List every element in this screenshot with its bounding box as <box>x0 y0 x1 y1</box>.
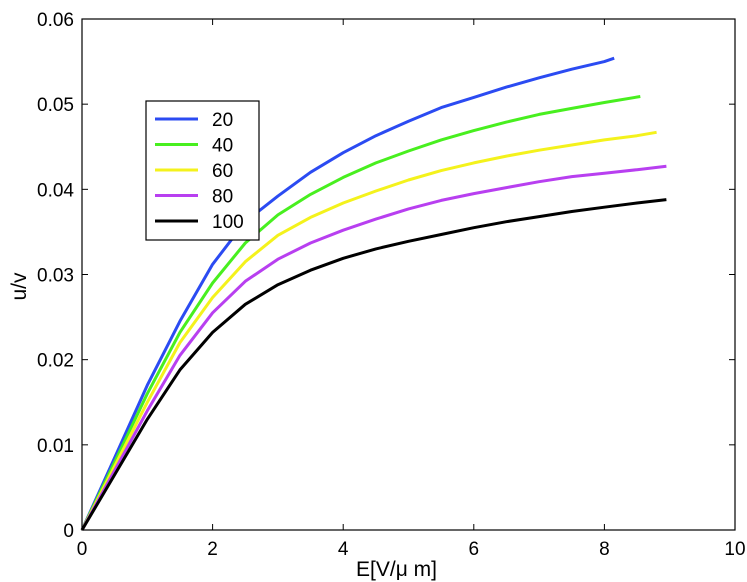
legend-label-80: 80 <box>212 187 233 208</box>
y-tick-label: 0.02 <box>37 351 74 372</box>
series-layer <box>80 56 667 531</box>
y-tick-label: 0.04 <box>37 180 74 201</box>
legend-label-40: 40 <box>212 136 233 157</box>
x-tick-label: 8 <box>599 539 610 560</box>
legend-label-60: 60 <box>212 161 233 182</box>
y-tick-label: 0.05 <box>37 95 74 116</box>
series-line-40 <box>80 95 641 531</box>
legend-label-20: 20 <box>212 110 233 131</box>
y-axis: 0 0.01 0.02 0.03 0.04 0.05 0.06 <box>37 10 735 542</box>
series-line-100 <box>80 198 667 531</box>
x-tick-label: 2 <box>207 539 218 560</box>
legend-label-100: 100 <box>212 212 244 233</box>
legend: 20 40 60 80 100 <box>145 100 260 241</box>
x-tick-label: 0 <box>77 539 88 560</box>
x-axis-label: E[V/μ m] <box>356 558 437 581</box>
y-tick-label: 0.06 <box>37 10 74 31</box>
x-axis: 0 2 4 6 8 10 <box>77 19 746 560</box>
series-line-20 <box>80 56 615 531</box>
y-tick-label: 0 <box>63 521 74 542</box>
y-axis-label: u/v <box>8 272 31 301</box>
x-tick-label: 6 <box>469 539 480 560</box>
x-tick-label: 10 <box>724 539 745 560</box>
series-line-80 <box>80 164 667 531</box>
series-line-60 <box>80 130 657 531</box>
y-tick-label: 0.03 <box>37 266 74 287</box>
x-tick-label: 4 <box>338 539 349 560</box>
y-tick-label: 0.01 <box>37 436 74 457</box>
